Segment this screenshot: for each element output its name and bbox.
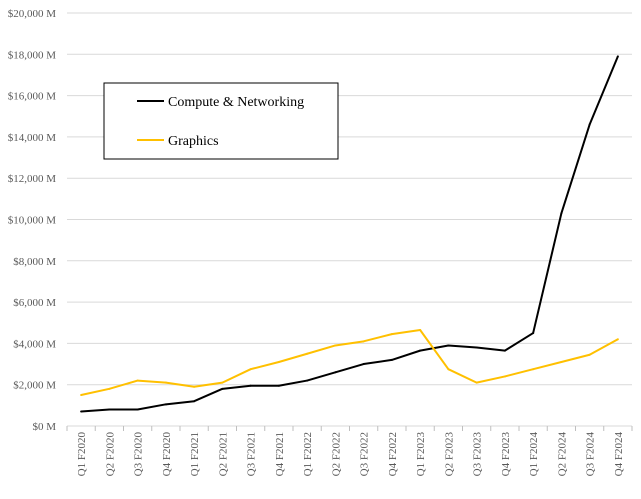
data-point	[447, 368, 450, 371]
data-point	[475, 381, 478, 384]
x-tick-label: Q3 F2021	[246, 432, 258, 476]
legend-label-compute-networking: Compute & Networking	[168, 95, 304, 110]
data-point	[277, 384, 280, 387]
data-point	[560, 360, 563, 363]
y-tick-label: $14,000 M	[8, 132, 57, 144]
data-point	[221, 387, 224, 390]
data-point	[616, 338, 619, 341]
data-point	[419, 328, 422, 331]
data-point	[164, 403, 167, 406]
x-tick-label: Q4 F2021	[274, 432, 286, 476]
x-tick-label: Q4 F2024	[613, 432, 625, 477]
data-point	[532, 368, 535, 371]
x-tick-label: Q2 F2022	[330, 432, 342, 476]
data-point	[532, 332, 535, 335]
x-tick-label: Q3 F2022	[359, 432, 371, 476]
legend: Compute & Networking Graphics	[103, 82, 339, 160]
x-tick-label: Q4 F2022	[387, 432, 399, 476]
data-point	[390, 358, 393, 361]
data-point	[193, 385, 196, 388]
x-tick-label: Q1 F2022	[302, 432, 314, 476]
data-point	[419, 349, 422, 352]
data-point	[390, 333, 393, 336]
x-tick-label: Q1 F2020	[76, 432, 88, 477]
y-axis-tick-labels: $0 M $2,000 M $4,000 M $6,000 M $8,000 M $10,…	[8, 8, 57, 433]
x-tick-label: Q3 F2020	[133, 432, 145, 477]
data-point	[362, 363, 365, 366]
x-axis-tick-labels: Q1 F2020 Q2 F2020 Q3 F2020 Q4 F2020 Q1 F2021…	[76, 432, 625, 477]
x-tick-label: Q2 F2021	[217, 432, 229, 476]
series-line-graphics	[80, 328, 619, 396]
data-point	[588, 123, 591, 126]
y-tick-label: $4,000 M	[13, 338, 56, 350]
data-point	[447, 344, 450, 347]
y-tick-label: $10,000 M	[8, 215, 57, 227]
data-point	[306, 352, 309, 355]
x-tick-label: Q2 F2020	[104, 432, 116, 477]
data-point	[560, 212, 563, 215]
x-tick-label: Q4 F2020	[161, 432, 173, 477]
data-point	[221, 381, 224, 384]
gridlines	[66, 12, 633, 431]
data-point	[503, 375, 506, 378]
y-tick-label: $12,000 M	[8, 173, 57, 185]
data-point	[277, 360, 280, 363]
data-point	[136, 408, 139, 411]
legend-box	[103, 82, 339, 160]
x-tick-label: Q1 F2021	[189, 432, 201, 476]
data-point	[334, 344, 337, 347]
data-point	[503, 349, 506, 352]
data-point	[108, 408, 111, 411]
data-point	[616, 55, 619, 58]
data-point	[136, 379, 139, 382]
x-tick-label: Q1 F2023	[415, 432, 427, 477]
data-point	[362, 340, 365, 343]
series-lines	[80, 55, 619, 413]
y-tick-label: $8,000 M	[13, 256, 56, 268]
y-tick-label: $16,000 M	[8, 91, 57, 103]
y-tick-label: $20,000 M	[8, 8, 57, 20]
data-point	[80, 394, 83, 397]
data-point	[193, 400, 196, 403]
x-tick-label: Q2 F2024	[556, 432, 568, 477]
y-tick-label: $0 M	[32, 421, 56, 433]
data-point	[80, 410, 83, 413]
data-point	[249, 368, 252, 371]
y-tick-label: $18,000 M	[8, 49, 57, 61]
data-point	[249, 384, 252, 387]
x-tick-label: Q3 F2023	[472, 432, 484, 477]
data-point	[588, 353, 591, 356]
data-point	[108, 387, 111, 390]
y-tick-label: $2,000 M	[13, 380, 56, 392]
series-line-compute-networking	[81, 55, 619, 413]
data-point	[164, 381, 167, 384]
x-tick-label: Q3 F2024	[585, 432, 597, 477]
y-tick-label: $6,000 M	[13, 297, 56, 309]
legend-label-graphics: Graphics	[168, 134, 219, 149]
x-tick-label: Q1 F2024	[528, 432, 540, 477]
x-tick-label: Q2 F2023	[443, 432, 455, 477]
data-point	[306, 379, 309, 382]
data-point	[475, 346, 478, 349]
x-tick-label: Q4 F2023	[500, 432, 512, 477]
data-point	[334, 371, 337, 374]
